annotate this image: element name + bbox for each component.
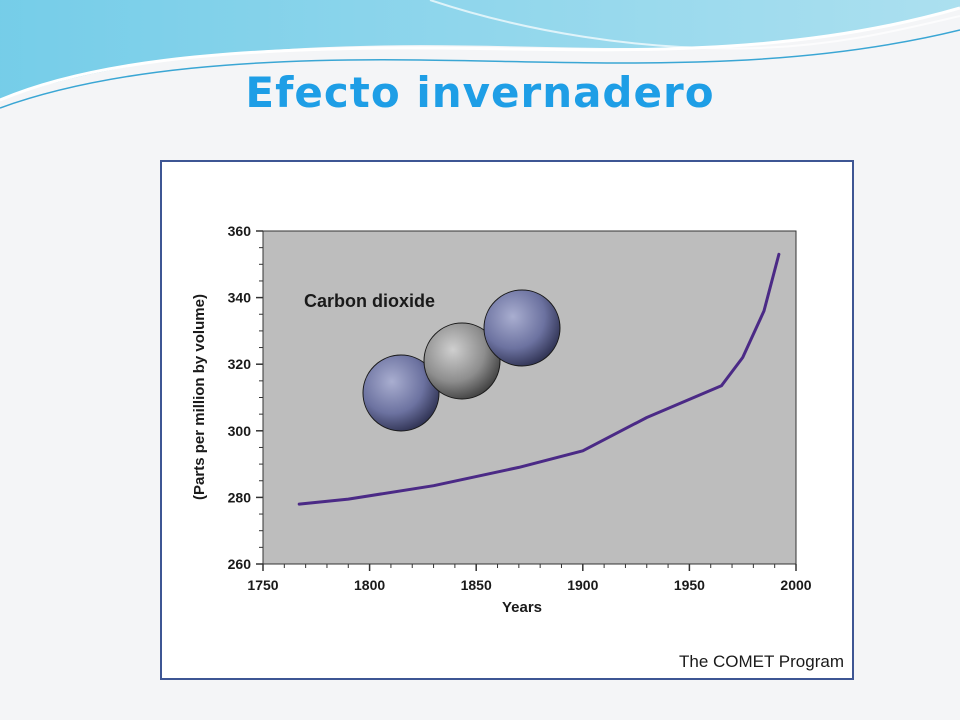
plot-area: [262, 230, 797, 565]
x-tick-label: 1900: [567, 577, 598, 593]
y-tick-label: 300: [228, 423, 252, 439]
y-tick-label: 320: [228, 356, 252, 372]
chart-annotation: Carbon dioxide: [304, 291, 435, 311]
x-axis-label: Years: [502, 599, 542, 616]
oxygen-atom-left: [362, 354, 440, 432]
header-wave-banner: [0, 0, 960, 109]
x-tick-label: 1850: [461, 577, 492, 593]
y-tick-label: 280: [228, 489, 252, 505]
x-tick-label: 1800: [354, 577, 385, 593]
carbon-atom: [423, 322, 501, 400]
credit-text: The COMET Program: [679, 652, 844, 671]
co2-line-chart: 260 280 300 320 340 360 1750 1800 1850 1900 1950 2…: [191, 223, 844, 671]
y-tick-label: 340: [228, 290, 252, 306]
slide-title: Efecto invernadero: [245, 68, 715, 117]
x-tick-label: 1750: [247, 577, 278, 593]
co2-series-line: [297, 252, 781, 506]
co2-molecule-illustration: [362, 289, 561, 432]
y-tick-label: 360: [228, 223, 252, 239]
x-tick-label: 2000: [780, 577, 811, 593]
oxygen-atom-right: [483, 289, 561, 367]
y-tick-label: 260: [228, 556, 252, 572]
x-tick-label: 1950: [674, 577, 705, 593]
y-axis-label: (Parts per million by volume): [191, 294, 208, 500]
chart-frame: 260 280 300 320 340 360 1750 1800 1850 1900 1950 2…: [160, 160, 854, 680]
